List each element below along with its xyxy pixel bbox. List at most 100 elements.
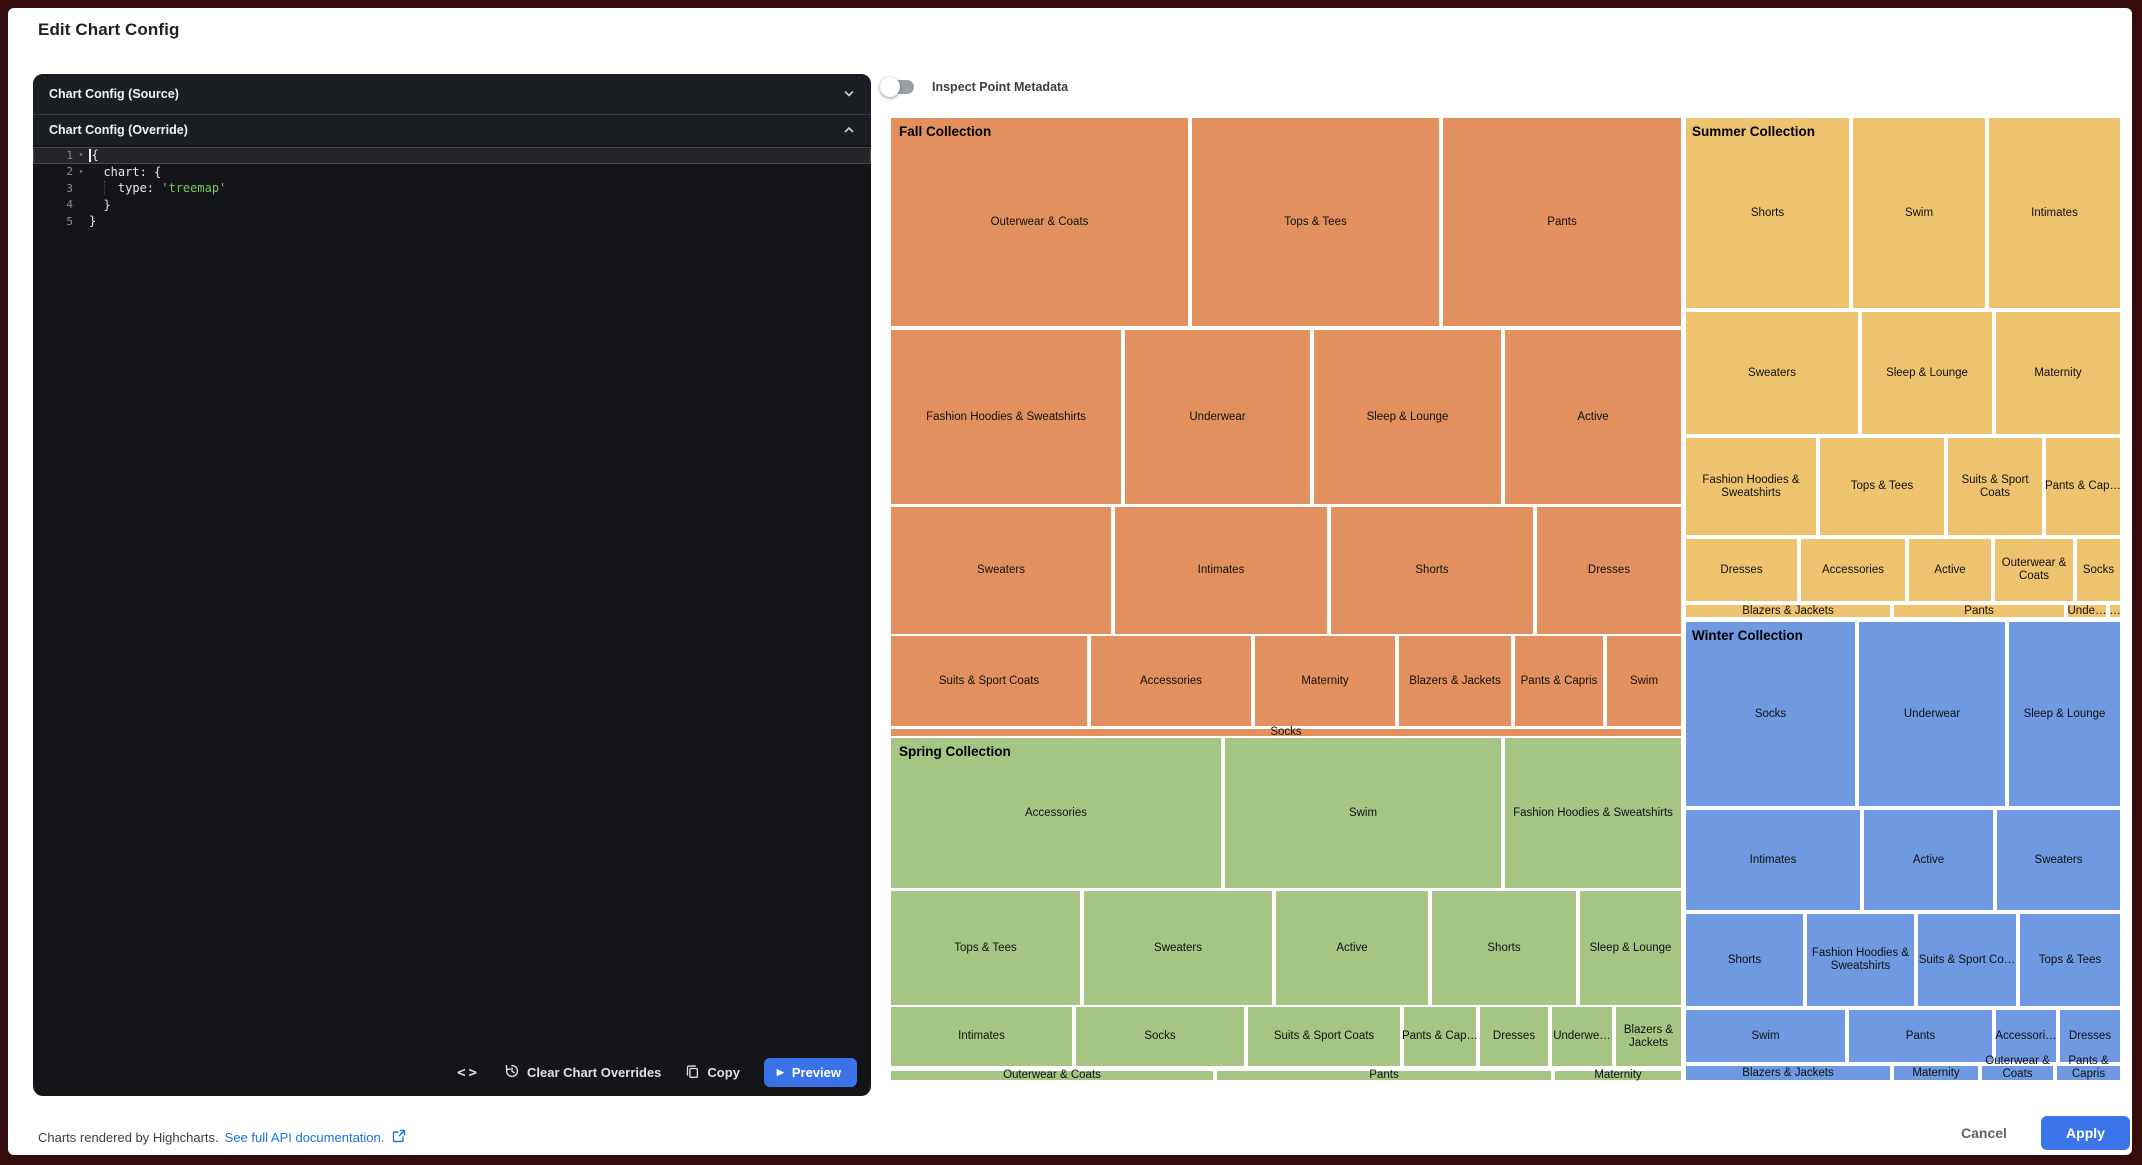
treemap-tile-label: Maternity [1912,1066,1960,1079]
treemap-tile[interactable]: Suits & Sport Coats [1948,438,2042,535]
clear-chart-overrides-button[interactable]: Clear Chart Overrides [504,1063,661,1082]
treemap-tile[interactable]: Fashion Hoodies & Sweatshirts [1686,438,1816,535]
treemap-tile[interactable]: Socks [1076,1007,1244,1066]
treemap-tile[interactable]: Dresses [1537,507,1681,634]
treemap-tile[interactable]: Pants [1217,1069,1551,1081]
treemap-tile-label: Unde… [2067,604,2107,617]
treemap-tile[interactable]: Sleep & Lounge [1580,891,1681,1005]
treemap-tile[interactable]: Pants [1894,605,2064,617]
treemap-tile-label: … [2109,604,2121,617]
fold-caret-icon[interactable]: ▾ [78,166,84,176]
treemap-tile[interactable]: Outerwear & Coats [1982,1055,2053,1080]
code-editor[interactable]: 1 ▾{2 ▾ chart: {3 type: 'treemap' 4 } 5} [33,145,871,230]
treemap-tile[interactable]: Shorts [1432,891,1576,1005]
treemap-tile[interactable]: Pants & Capris [2057,1055,2120,1080]
treemap-tile[interactable]: Maternity [1555,1069,1681,1081]
treemap-tile[interactable]: Suits & Sport Coats [1248,1007,1400,1066]
treemap-tile[interactable]: Sweaters [1084,891,1272,1005]
treemap-tile[interactable]: Fashion Hoodies & Sweatshirts [1807,914,1914,1006]
treemap-tile[interactable]: Tops & Tees [2020,914,2120,1006]
treemap-tile[interactable]: Suits & Sport Co… [1918,914,2016,1006]
treemap-tile[interactable]: Blazers & Jackets [1686,1066,1890,1080]
code-line[interactable]: 5} [33,213,871,230]
treemap-tile[interactable]: Sleep & Lounge [1862,312,1992,434]
treemap-tile[interactable]: Accessori… [1995,1010,2057,1062]
chevron-up-icon [843,124,855,136]
treemap-tile[interactable]: Outerwear & Coats [891,1069,1213,1081]
treemap-tile[interactable]: Dresses [1686,539,1797,601]
section-chart-config-override[interactable]: Chart Config (Override) [33,115,871,145]
cancel-button[interactable]: Cancel [1946,1116,2022,1150]
treemap-tile[interactable]: Active [1505,330,1681,504]
treemap-tile[interactable]: Unde… [2067,604,2107,617]
treemap-tile[interactable]: Sleep & Lounge [2009,622,2120,806]
treemap-tile-label: Shorts [1727,953,1762,966]
treemap-tile[interactable]: Pants [1849,1010,1992,1062]
treemap-tile[interactable]: Sweaters [1997,810,2120,910]
treemap-tile[interactable]: Shorts [1686,914,1803,1006]
treemap-tile[interactable]: Underwear [1859,622,2005,806]
apply-button[interactable]: Apply [2041,1116,2130,1150]
preview-button[interactable]: ▶ Preview [763,1058,857,1087]
section-label: Chart Config (Override) [49,123,188,137]
treemap-tile[interactable]: Maternity [1996,312,2120,434]
treemap-tile[interactable]: Swim [1225,738,1501,888]
treemap-tile-label: Suits & Sport Coats [1961,473,2029,499]
treemap-tile[interactable]: Underwear [1125,330,1310,504]
code-line[interactable]: 4 } [33,197,871,214]
code-line[interactable]: 1 ▾ { [33,147,871,164]
treemap-tile[interactable]: Dresses [2060,1010,2120,1062]
treemap-tile[interactable]: Intimates [1115,507,1327,634]
treemap-tile[interactable]: Active [1276,891,1428,1005]
treemap-tile[interactable]: Fashion Hoodies & Sweatshirts [1505,738,1681,888]
treemap-tile[interactable]: Socks [1686,622,1855,806]
treemap-tile[interactable]: Intimates [891,1007,1072,1066]
treemap-tile[interactable]: Socks [2077,539,2120,601]
treemap-tile[interactable]: Accessories [1091,636,1251,726]
treemap-tile[interactable]: Tops & Tees [891,891,1080,1005]
copy-button[interactable]: Copy [685,1064,740,1082]
treemap-tile[interactable]: Shorts [1331,507,1533,634]
fold-caret-icon[interactable]: ▾ [78,150,84,159]
treemap-tile[interactable]: Blazers & Jackets [1399,636,1511,726]
treemap-tile[interactable]: Outerwear & Coats [1995,539,2073,601]
treemap-tile[interactable]: Swim [1607,636,1681,726]
treemap-tile[interactable]: Swim [1853,118,1985,308]
treemap-tile[interactable]: Maternity [1255,636,1395,726]
treemap-tile[interactable]: Tops & Tees [1820,438,1944,535]
treemap-tile[interactable]: Blazers & Jackets [1686,605,1890,617]
highcharts-credit: Charts rendered by Highcharts. See full … [38,1129,406,1146]
treemap-tile[interactable]: Intimates [1989,118,2120,308]
treemap-tile[interactable]: Accessories [891,738,1221,888]
treemap-tile[interactable]: Pants [1443,118,1681,326]
code-line[interactable]: 2 ▾ chart: { [33,164,871,181]
treemap-tile[interactable]: … [2109,604,2121,617]
treemap-tile-label: Sweaters [1748,366,1796,379]
treemap-tile[interactable]: Suits & Sport Coats [891,636,1087,726]
treemap-tile[interactable]: Accessories [1801,539,1905,601]
treemap-tile[interactable]: Sleep & Lounge [1314,330,1501,504]
treemap-tile[interactable]: Sweaters [891,507,1111,634]
treemap-tile[interactable]: Outerwear & Coats [891,118,1188,326]
treemap-tile[interactable]: Active [1909,539,1991,601]
treemap-tile[interactable]: Shorts [1686,118,1849,308]
code-view-button[interactable]: <> [457,1065,480,1081]
treemap-tile[interactable]: Dresses [1480,1007,1548,1066]
treemap-tile[interactable]: Pants & Cap… [1402,1007,1478,1066]
treemap-tile[interactable]: Pants & Capris [1515,636,1603,726]
treemap-tile[interactable]: Pants & Cap… [2045,438,2121,535]
treemap-tile[interactable]: Underwe… [1552,1007,1612,1066]
api-documentation-link[interactable]: See full API documentation. [224,1130,385,1145]
treemap-tile[interactable]: Socks [891,726,1681,738]
treemap-tile[interactable]: Tops & Tees [1192,118,1439,326]
treemap-tile[interactable]: Active [1864,810,1993,910]
inspect-point-metadata-toggle[interactable] [880,77,916,97]
treemap-tile[interactable]: Maternity [1894,1066,1978,1080]
treemap-tile[interactable]: Fashion Hoodies & Sweatshirts [891,330,1121,504]
code-line[interactable]: 3 type: 'treemap' [33,180,871,197]
treemap-tile[interactable]: Sweaters [1686,312,1858,434]
section-chart-config-source[interactable]: Chart Config (Source) [33,74,871,114]
treemap-tile[interactable]: Swim [1686,1010,1845,1062]
treemap-tile[interactable]: Blazers & Jackets [1616,1007,1681,1066]
treemap-tile[interactable]: Intimates [1686,810,1860,910]
